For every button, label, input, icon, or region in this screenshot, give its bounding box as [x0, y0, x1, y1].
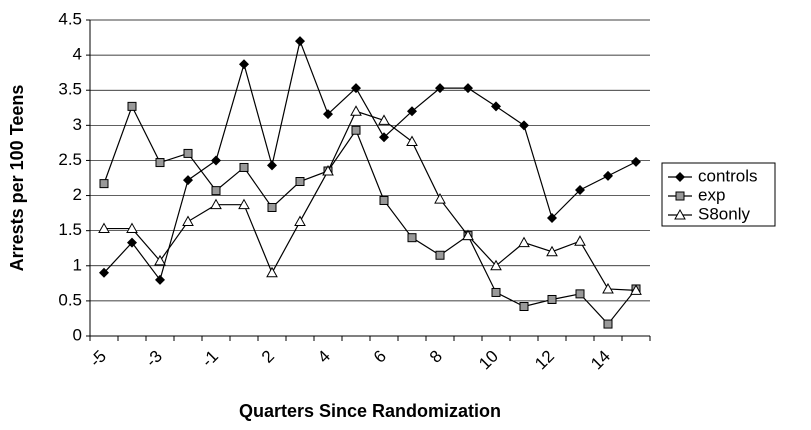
data-point: [155, 274, 165, 285]
data-point: [99, 179, 109, 189]
data-point: [323, 109, 333, 120]
x-tick-label: -1: [198, 347, 222, 371]
data-point: [575, 184, 585, 195]
data-point: [294, 215, 306, 227]
data-point: [295, 36, 305, 47]
data-point: [211, 186, 221, 196]
data-point: [603, 319, 613, 329]
data-point: [210, 198, 222, 210]
y-tick-label: 4: [73, 45, 82, 64]
data-point: [378, 114, 390, 125]
data-point: [379, 195, 389, 205]
y-tick-label: 4.5: [58, 9, 82, 28]
data-point: [351, 83, 361, 94]
y-tick-label: 0: [73, 325, 82, 344]
x-tick-label: 12: [531, 347, 558, 374]
x-tick-label: 10: [475, 347, 502, 374]
data-point: [295, 177, 305, 187]
data-point: [575, 289, 585, 299]
data-point: [154, 254, 166, 266]
y-tick-label: 2.5: [58, 150, 82, 169]
data-point: [406, 135, 418, 146]
legend-marker: [675, 191, 685, 201]
data-point: [266, 266, 278, 278]
data-point: [211, 155, 221, 166]
data-point: [183, 148, 193, 158]
y-tick-label: 1: [73, 255, 82, 274]
x-tick-label: -5: [86, 347, 110, 371]
data-point: [127, 101, 137, 111]
data-point: [574, 235, 586, 246]
data-point: [267, 160, 277, 171]
legend-marker: [675, 172, 685, 182]
x-tick-label: 2: [258, 347, 278, 367]
data-point: [127, 237, 137, 248]
y-tick-label: 3.5: [58, 80, 82, 99]
series-line: [103, 104, 637, 325]
x-tick-label: 8: [426, 347, 446, 367]
data-point: [407, 106, 417, 117]
data-point: [463, 83, 473, 94]
data-point: [379, 132, 389, 143]
x-axis-title: Quarters Since Randomization: [239, 401, 501, 421]
y-axis-title: Arrests per 100 Teens: [7, 85, 27, 272]
x-tick-label: -3: [142, 347, 166, 371]
data-point: [126, 222, 138, 234]
data-point: [267, 202, 277, 212]
legend-label: S8only: [698, 204, 750, 223]
data-point: [547, 213, 557, 224]
data-point: [546, 245, 558, 257]
data-point: [547, 294, 557, 304]
data-point: [182, 215, 194, 227]
data-point: [435, 83, 445, 94]
legend-marker: [674, 208, 686, 220]
data-point: [491, 287, 501, 297]
x-tick-label: 14: [587, 347, 614, 374]
data-point: [99, 267, 109, 278]
data-point: [434, 193, 446, 204]
data-point: [239, 162, 249, 172]
data-point: [98, 222, 110, 234]
data-point: [602, 282, 614, 294]
legend-label: exp: [698, 185, 725, 204]
data-point: [239, 59, 249, 70]
data-point: [518, 236, 530, 248]
data-point: [322, 164, 334, 176]
data-point: [631, 156, 641, 167]
data-point: [462, 229, 474, 241]
legend-label: controls: [698, 166, 758, 185]
data-point: [407, 233, 417, 243]
data-point: [603, 170, 613, 181]
x-tick-label: 6: [370, 347, 390, 367]
data-point: [519, 120, 529, 131]
series-line: [103, 39, 637, 282]
y-tick-label: 1.5: [58, 220, 82, 239]
data-point: [630, 284, 642, 295]
data-point: [238, 198, 250, 210]
data-point: [435, 250, 445, 260]
y-tick-label: 2: [73, 185, 82, 204]
data-point: [491, 101, 501, 112]
series-line: [104, 110, 637, 291]
y-tick-label: 0.5: [58, 290, 82, 309]
data-point: [490, 259, 502, 271]
y-tick-label: 3: [73, 115, 82, 134]
data-point: [519, 302, 529, 312]
data-point: [155, 158, 165, 168]
data-point: [350, 105, 362, 116]
data-point: [351, 125, 361, 135]
data-point: [183, 175, 193, 186]
x-tick-label: 4: [314, 347, 334, 367]
